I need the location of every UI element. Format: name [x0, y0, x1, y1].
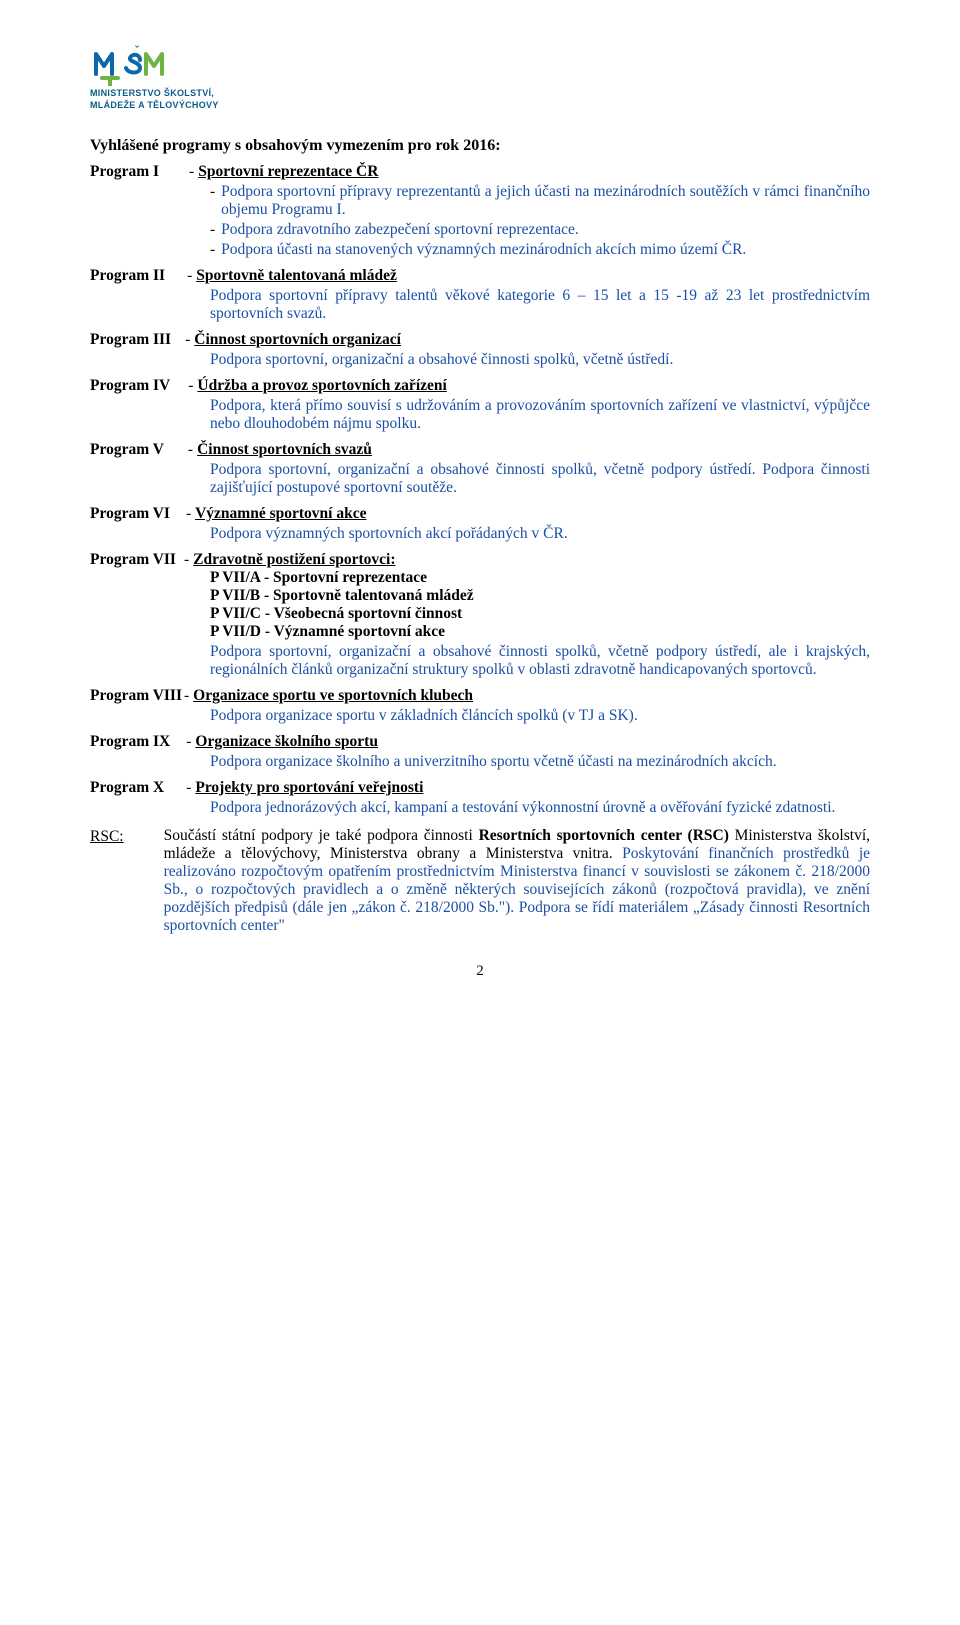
section-heading: Vyhlášené programy s obsahovým vymezením… [90, 137, 870, 155]
svg-text:ˇ: ˇ [135, 45, 139, 57]
rsc-section: RSC: Součástí státní podpory je také pod… [90, 827, 870, 935]
program-title: Činnost sportovních svazů [197, 441, 372, 459]
program-title: Organizace školního sportu [195, 733, 378, 751]
program-iii: Program III - Činnost sportovních organi… [90, 331, 870, 369]
program-label: Program I [90, 163, 159, 181]
program-iv: Program IV - Údržba a provoz sportovních… [90, 377, 870, 433]
program-title: Činnost sportovních organizací [194, 331, 401, 349]
dash: - [164, 779, 195, 797]
dash: - [159, 163, 198, 181]
program-label: Program IX [90, 733, 170, 751]
dash: - [182, 687, 193, 705]
program-title: Významné sportovní akce [195, 505, 366, 523]
program-vii: Program VII - Zdravotně postižení sporto… [90, 551, 870, 679]
program-body: Podpora organizace sportu v základních č… [90, 707, 870, 725]
program-label: Program IV [90, 377, 170, 395]
program-body: Podpora sportovní, organizační a obsahov… [90, 461, 870, 497]
page-number: 2 [90, 963, 870, 980]
program-label: Program VIII [90, 687, 182, 705]
program-label: Program V [90, 441, 164, 459]
pvii-sub-a: P VII/A - Sportovní reprezentace [90, 569, 870, 587]
program-ii: Program II - Sportovně talentovaná mláde… [90, 267, 870, 323]
program-title: Sportovní reprezentace ČR [198, 163, 378, 181]
program-v: Program V - Činnost sportovních svazů Po… [90, 441, 870, 497]
program-viii: Program VIII - Organizace sportu ve spor… [90, 687, 870, 725]
dash: - [164, 441, 197, 459]
program-body: Podpora organizace školního a univerzitn… [90, 753, 870, 771]
msmt-logo-icon: ˇ [90, 40, 180, 86]
program-title: Organizace sportu ve sportovních klubech [193, 687, 473, 705]
program-body: Podpora sportovní, organizační a obsahov… [90, 351, 870, 369]
pvii-sub-b: P VII/B - Sportovně talentovaná mládež [90, 587, 870, 605]
program-title: Sportovně talentovaná mládež [196, 267, 397, 285]
pvii-sub-d: P VII/D - Významné sportovní akce [90, 623, 870, 641]
program-body: Podpora významných sportovních akcí pořá… [90, 525, 870, 543]
rsc-bold: Resortních sportovních center (RSC) [479, 827, 729, 844]
sub-item: -Podpora sportovní přípravy reprezentant… [90, 183, 870, 219]
program-body: Podpora jednorázových akcí, kampaní a te… [90, 799, 870, 817]
program-body: Podpora sportovní přípravy talentů věkov… [90, 287, 870, 323]
dash: - [165, 267, 196, 285]
dash: - [171, 331, 194, 349]
program-title: Projekty pro sportování veřejnosti [195, 779, 423, 797]
dash: - [170, 377, 197, 395]
program-x: Program X - Projekty pro sportování veře… [90, 779, 870, 817]
document-page: ˇ MINISTERSTVO ŠKOLSTVÍ, MLÁDEŽE A TĚLOV… [0, 0, 960, 1010]
program-label: Program III [90, 331, 171, 349]
dash: - [176, 551, 193, 569]
program-label: Program X [90, 779, 164, 797]
program-title: Údržba a provoz sportovních zařízení [197, 377, 446, 395]
logo-text-line1: MINISTERSTVO ŠKOLSTVÍ, [90, 88, 870, 98]
dash: - [170, 733, 195, 751]
rsc-body: Součástí státní podpory je také podpora … [164, 827, 870, 935]
sub-item: -Podpora účasti na stanovených významnýc… [90, 241, 870, 259]
program-ix: Program IX - Organizace školního sportu … [90, 733, 870, 771]
program-title: Zdravotně postižení sportovci: [193, 551, 395, 569]
program-body: Podpora, která přímo souvisí s udržování… [90, 397, 870, 433]
program-vi: Program VI - Významné sportovní akce Pod… [90, 505, 870, 543]
sub-item: -Podpora zdravotního zabezpečení sportov… [90, 221, 870, 239]
program-body: Podpora sportovní, organizační a obsahov… [90, 643, 870, 679]
rsc-pre: Součástí státní podpory je také podpora … [164, 827, 479, 844]
ministry-logo: ˇ MINISTERSTVO ŠKOLSTVÍ, MLÁDEŽE A TĚLOV… [90, 40, 870, 111]
pvii-sub-c: P VII/C - Všeobecná sportovní činnost [90, 605, 870, 623]
program-label: Program II [90, 267, 165, 285]
program-label: Program VII [90, 551, 176, 569]
program-i: Program I - Sportovní reprezentace ČR -P… [90, 163, 870, 259]
logo-text-line2: MLÁDEŽE A TĚLOVÝCHOVY [90, 100, 870, 110]
rsc-label: RSC: [90, 827, 124, 935]
dash: - [170, 505, 195, 523]
program-label: Program VI [90, 505, 170, 523]
